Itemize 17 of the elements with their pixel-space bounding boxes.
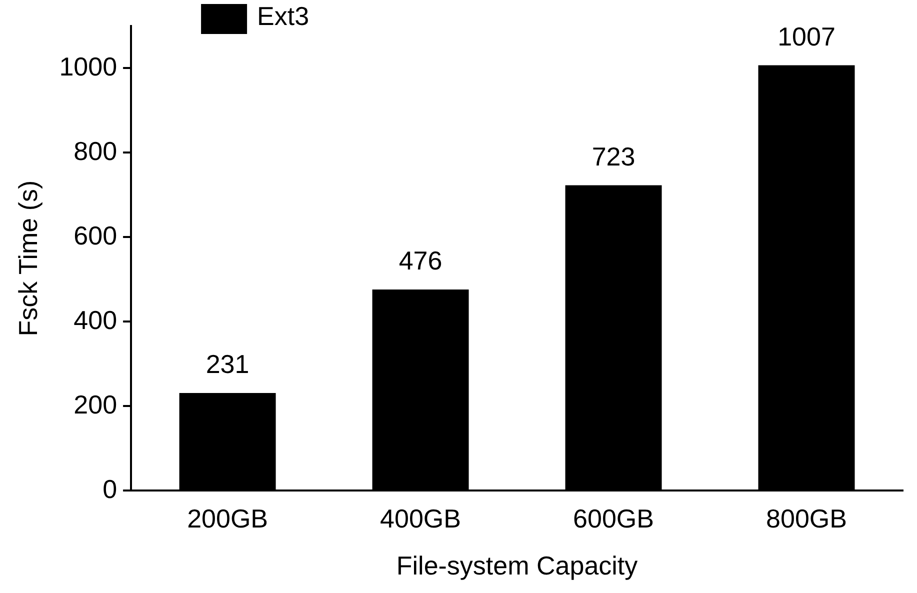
- x-tick-label: 400GB: [380, 503, 461, 534]
- y-tick-label: 800: [74, 136, 118, 166]
- legend-label: Ext3: [257, 1, 310, 32]
- y-tick-label: 1000: [59, 51, 118, 82]
- y-axis-title: Fsck Time (s): [12, 180, 43, 336]
- y-tick-label: 0: [102, 474, 118, 504]
- y-tick-label: 400: [74, 304, 118, 335]
- data-label: 723: [592, 141, 636, 172]
- data-label: 476: [398, 246, 442, 276]
- x-axis-title: File-system Capacity: [396, 550, 638, 581]
- x-tick-label: 600GB: [573, 503, 654, 534]
- data-label: 231: [206, 349, 250, 380]
- x-tick-label: 200GB: [187, 503, 268, 534]
- y-tick-label: 200: [74, 389, 118, 420]
- x-tick-label: 800GB: [766, 503, 847, 534]
- data-label: 1007: [778, 21, 836, 52]
- y-tick-label: 600: [74, 220, 118, 250]
